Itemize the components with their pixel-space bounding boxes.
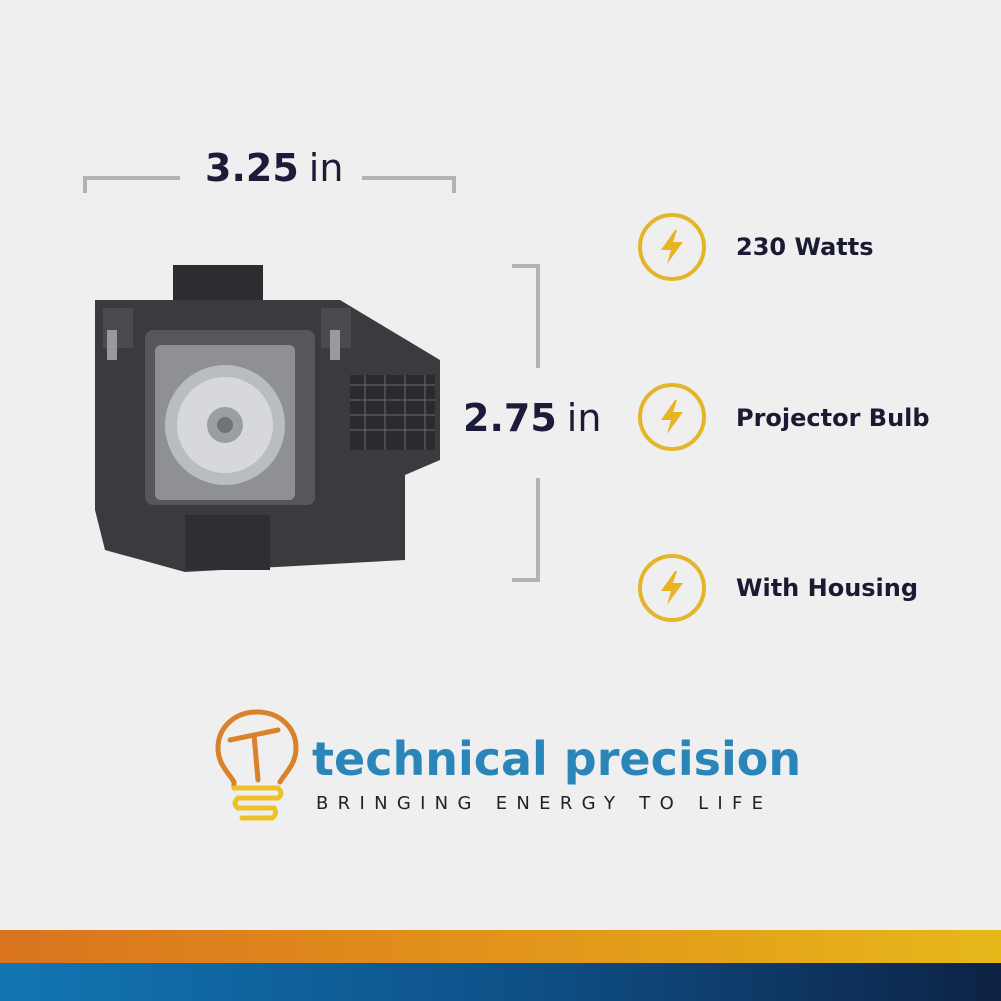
- height-bracket-top: [536, 264, 540, 368]
- height-unit: in: [566, 396, 602, 440]
- lightning-bolt-icon: [638, 213, 706, 281]
- brand-name: technical precision: [312, 732, 802, 786]
- width-bracket-right: [362, 176, 456, 180]
- width-bracket-left-tick: [83, 176, 87, 193]
- width-bracket-right-tick: [452, 176, 456, 193]
- height-bracket-bottom-tick: [512, 578, 540, 582]
- height-value: 2.75: [463, 396, 557, 440]
- height-dimension: 2.75 in: [463, 396, 601, 440]
- feature-wattage: 230 Watts: [736, 233, 874, 261]
- height-bracket-bottom: [536, 478, 540, 582]
- blue-band: [0, 963, 1001, 1001]
- lightbulb-logo-icon: [215, 709, 299, 821]
- lightning-bolt-icon: [638, 383, 706, 451]
- height-bracket-top-tick: [512, 264, 540, 268]
- feature-type: Projector Bulb: [736, 404, 930, 432]
- lightning-bolt-icon: [638, 554, 706, 622]
- projector-lamp-image: [95, 265, 440, 572]
- orange-band: [0, 930, 1001, 963]
- width-value: 3.25: [205, 146, 299, 190]
- brand-tagline: BRINGING ENERGY TO LIFE: [316, 793, 773, 814]
- feature-housing: With Housing: [736, 574, 919, 602]
- width-dimension: 3.25 in: [205, 146, 343, 190]
- width-unit: in: [308, 146, 344, 190]
- width-bracket-left: [83, 176, 180, 180]
